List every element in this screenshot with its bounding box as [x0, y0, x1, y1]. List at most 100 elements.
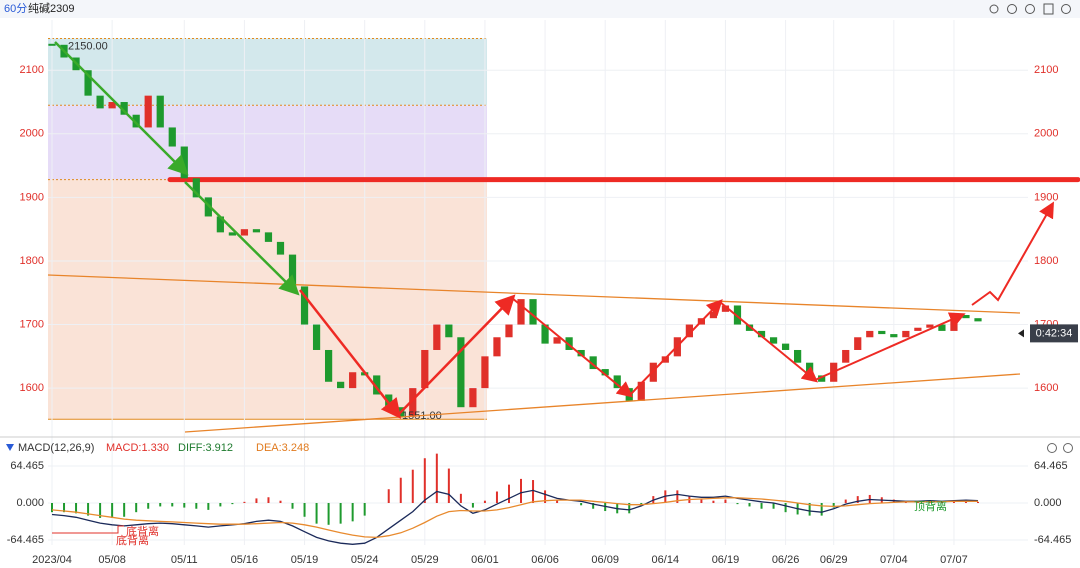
- divergence-label: 底背离: [126, 524, 159, 538]
- candle: [469, 388, 477, 408]
- fib-zone: [48, 38, 487, 106]
- candle: [108, 102, 116, 109]
- candle: [565, 337, 573, 350]
- candle: [168, 127, 176, 147]
- x-tick-label: 05/16: [231, 554, 259, 566]
- x-tick-label: 06/26: [772, 554, 800, 566]
- candle: [120, 102, 128, 115]
- divergence-label: 底背离: [116, 533, 149, 547]
- y2-tick-label: 1900: [1034, 191, 1058, 203]
- period: 60分: [4, 2, 27, 15]
- drawings: [47, 41, 1054, 433]
- x-tick-label: 06/01: [471, 554, 499, 566]
- candle: [878, 330, 886, 335]
- x-tick-label: 05/08: [98, 554, 126, 566]
- toolbar[interactable]: [989, 3, 1071, 15]
- y-tick-label: 1900: [20, 191, 44, 203]
- top-bar: [0, 0, 1080, 18]
- close-icon[interactable]: [1047, 443, 1057, 453]
- candle: [312, 324, 321, 350]
- zoom-in-icon[interactable]: [1007, 4, 1017, 14]
- save-icon[interactable]: [1043, 3, 1054, 15]
- y-tick-label: 1600: [20, 382, 44, 394]
- annotation-leader: [52, 525, 124, 534]
- candle: [481, 356, 489, 389]
- candle: [577, 349, 585, 357]
- candle: [324, 349, 333, 382]
- remove-icon[interactable]: [1063, 443, 1073, 453]
- settings-icon[interactable]: [1061, 4, 1071, 14]
- candle: [938, 324, 946, 331]
- arrow: [299, 289, 402, 419]
- x-tick-label: 06/06: [531, 554, 559, 566]
- countdown: 0:42:34: [1036, 327, 1073, 339]
- undo-icon[interactable]: [989, 4, 999, 14]
- arrow: [719, 301, 819, 383]
- arrow: [184, 181, 300, 296]
- candle: [84, 70, 92, 96]
- divergence-label: 顶背离: [914, 499, 947, 513]
- lower-trendline: [184, 373, 1021, 433]
- candle: [180, 146, 188, 179]
- candle: [685, 324, 693, 338]
- macd-panel: 64.465 64.465 0.000 0.000 -64.465 -64.465 底背离底…: [7, 453, 1071, 547]
- y-tick-label: 1700: [20, 318, 44, 330]
- x-tick-label: 06/14: [652, 554, 680, 566]
- diff-line: [51, 489, 979, 545]
- candle: [517, 299, 525, 325]
- candle: [192, 178, 200, 198]
- candle: [553, 337, 561, 344]
- candle: [216, 216, 224, 233]
- candle: [252, 229, 261, 233]
- candle: [842, 349, 850, 363]
- y-tick-label: 1800: [20, 255, 44, 267]
- candle: [733, 305, 742, 325]
- candle: [264, 232, 273, 242]
- forecast-arrow: [971, 201, 1054, 306]
- x-tick-label: 06/19: [712, 554, 740, 566]
- candle: [409, 388, 417, 417]
- candle: [505, 324, 513, 338]
- candle: [529, 299, 537, 325]
- y2-tick-label: 1600: [1034, 382, 1058, 394]
- macd-readout: MACD:1.330: [106, 442, 169, 454]
- arrow: [511, 297, 634, 398]
- candle: [132, 114, 140, 128]
- candle: [601, 369, 609, 376]
- macd-title: MACD(12,26,9): [18, 442, 94, 454]
- candle: [337, 381, 345, 389]
- candle: [228, 232, 236, 236]
- candle: [96, 95, 104, 109]
- symbol: 纯碱2309: [28, 2, 74, 15]
- panel-buttons[interactable]: [1047, 443, 1073, 453]
- upper-trendline: [47, 274, 1021, 314]
- candle: [589, 356, 597, 370]
- candle: [818, 375, 826, 382]
- zoom-out-icon[interactable]: [1025, 4, 1035, 14]
- candle: [890, 334, 898, 338]
- candle: [854, 337, 862, 350]
- x-tick-label: 07/04: [880, 554, 908, 566]
- candle: [240, 229, 249, 236]
- candle: [781, 343, 790, 350]
- candle: [541, 324, 549, 344]
- candle: [866, 330, 874, 338]
- candle: [48, 43, 56, 46]
- candle: [288, 254, 297, 287]
- y2-tick-label: 2000: [1034, 128, 1058, 140]
- candle: [769, 337, 778, 344]
- arrow: [629, 299, 723, 396]
- candle: [300, 286, 309, 325]
- x-tick-label: 05/11: [171, 554, 198, 566]
- candle: [637, 381, 645, 401]
- candle: [144, 95, 152, 128]
- fib-zone: [48, 105, 487, 180]
- dea-readout: DEA:3.248: [256, 442, 309, 454]
- y2-tick-label: 2100: [1034, 64, 1058, 76]
- candle: [349, 372, 357, 389]
- collapse-icon[interactable]: [6, 444, 14, 451]
- x-tick-label: 06/09: [591, 554, 619, 566]
- candle: [421, 349, 429, 389]
